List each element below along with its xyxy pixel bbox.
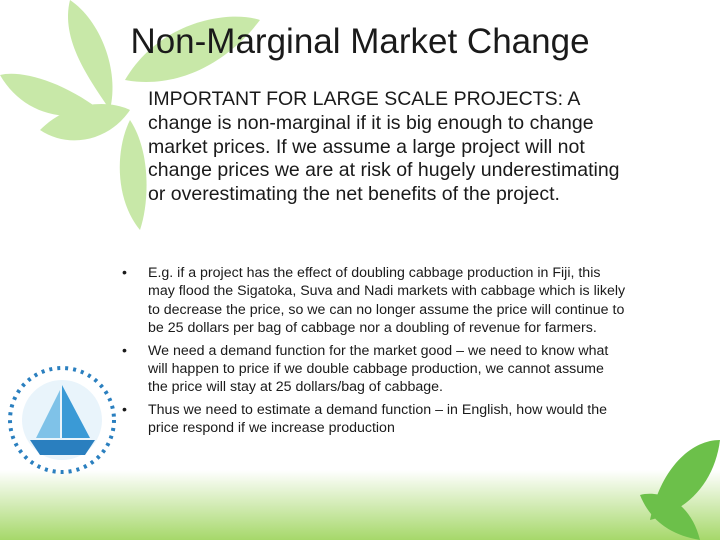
corner-leaf (640, 440, 720, 540)
logo (8, 366, 116, 474)
bullet-list: E.g. if a project has the effect of doub… (122, 264, 626, 442)
slide-title: Non-Marginal Market Change (130, 22, 590, 61)
bottom-band (0, 470, 720, 540)
bullet-item: Thus we need to estimate a demand functi… (122, 401, 626, 438)
intro-paragraph: IMPORTANT FOR LARGE SCALE PROJECTS: A ch… (148, 88, 620, 206)
bullet-item: We need a demand function for the market… (122, 342, 626, 397)
bullet-item: E.g. if a project has the effect of doub… (122, 264, 626, 338)
leaves (0, 0, 260, 230)
